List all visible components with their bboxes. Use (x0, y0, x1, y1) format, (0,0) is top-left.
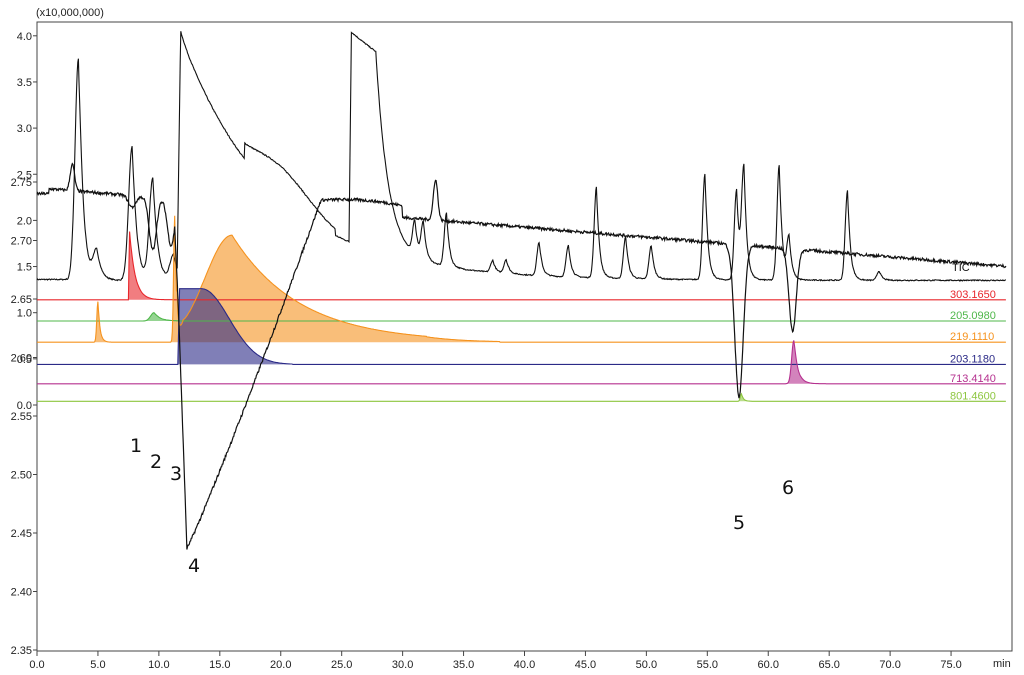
peak-label-4: 4 (188, 555, 200, 577)
ion-trace-801-4600 (37, 392, 1006, 402)
y-upper-tick-label: 0.0 (17, 400, 32, 412)
y-lower-tick-label: 2.45 (11, 528, 32, 540)
x-tick-label: 70.0 (879, 659, 900, 671)
ion-label-713-4140: 713.4140 (950, 373, 996, 385)
x-tick-label: 65.0 (818, 659, 839, 671)
ion-label-205-0980: 205.0980 (950, 310, 996, 322)
ion-label-203-1180: 203.1180 (950, 353, 995, 365)
x-tick-label: 15.0 (209, 659, 230, 671)
trace-lines (36, 31, 1007, 550)
ion-trace-713-4140 (37, 340, 1006, 385)
x-tick-label: 10.0 (148, 659, 169, 671)
lower-trace (36, 162, 1007, 550)
y-upper-tick-label: 1.0 (17, 308, 32, 320)
ion-trace-219-1110 (37, 215, 1006, 343)
x-tick-label: 0.0 (29, 659, 44, 671)
axes: 0.0 5.0 10.0 15.0 20.0 25.0 30.0 35.0 40.0 45.0 50… (11, 31, 962, 671)
y-lower-tick-label: 2.50 (11, 470, 32, 482)
x-tick-label: 20.0 (270, 659, 291, 671)
tic-trace (36, 31, 1006, 282)
labels: TIC 303.1650 205.0980 219.1110 203.1180 713.4… (130, 262, 996, 577)
x-tick-label: 60.0 (758, 659, 779, 671)
x-unit-label: min (993, 658, 1011, 670)
ion-fill-203-1180 (37, 288, 1006, 365)
tic-label: TIC (952, 262, 970, 274)
peak-label-1: 1 (130, 435, 142, 457)
ion-trace-203-1180 (37, 288, 1006, 365)
y-lower-tick-label: 2.70 (11, 236, 32, 248)
y-lower-tick-label: 2.75 (11, 177, 32, 189)
y-upper-tick-label: 3.5 (17, 77, 32, 89)
peak-label-3: 3 (170, 463, 182, 485)
y-upper-tick-label: 2.5 (17, 169, 32, 181)
x-tick-label: 35.0 (453, 659, 474, 671)
y-lower-tick-label: 2.60 (11, 353, 32, 365)
ion-trace-205-0980 (37, 312, 1006, 322)
peak-label-6: 6 (782, 477, 794, 499)
x-tick-label: 25.0 (331, 659, 352, 671)
y-lower-tick-label: 2.65 (11, 294, 32, 306)
y-upper-tick-label: 3.0 (17, 123, 32, 135)
ion-fills (37, 215, 1006, 402)
y-lower-tick-label: 2.40 (11, 587, 32, 599)
x-tick-label: 75.0 (940, 659, 961, 671)
y-upper-tick-label: 1.5 (17, 262, 32, 274)
x-tick-label: 55.0 (697, 659, 718, 671)
x-tick-label: 45.0 (575, 659, 596, 671)
y-upper-tick-label: 2.0 (17, 215, 32, 227)
ion-fill-801-4600 (37, 393, 1006, 402)
x-tick-label: 40.0 (514, 659, 535, 671)
ion-label-303-1650: 303.1650 (950, 289, 996, 301)
x-tick-label: 30.0 (392, 659, 413, 671)
peak-label-2: 2 (150, 451, 162, 473)
ion-trace-303-1650 (37, 231, 1006, 301)
x-tick-label: 5.0 (90, 659, 105, 671)
y-upper-tick-label: 4.0 (17, 31, 32, 43)
y-lower-tick-label: 2.35 (11, 645, 32, 657)
scale-label: (x10,000,000) (36, 7, 104, 19)
x-tick-label: 50.0 (636, 659, 657, 671)
peak-label-5: 5 (733, 512, 745, 534)
ion-fill-219-1110 (37, 215, 1006, 343)
y-upper-tick-label: 0.5 (17, 354, 32, 366)
ion-label-801-4600: 801.4600 (950, 390, 996, 402)
y-lower-tick-label: 2.55 (11, 411, 32, 423)
ion-label-219-1110: 219.1110 (950, 331, 994, 343)
ion-fill-303-1650 (37, 231, 1006, 300)
